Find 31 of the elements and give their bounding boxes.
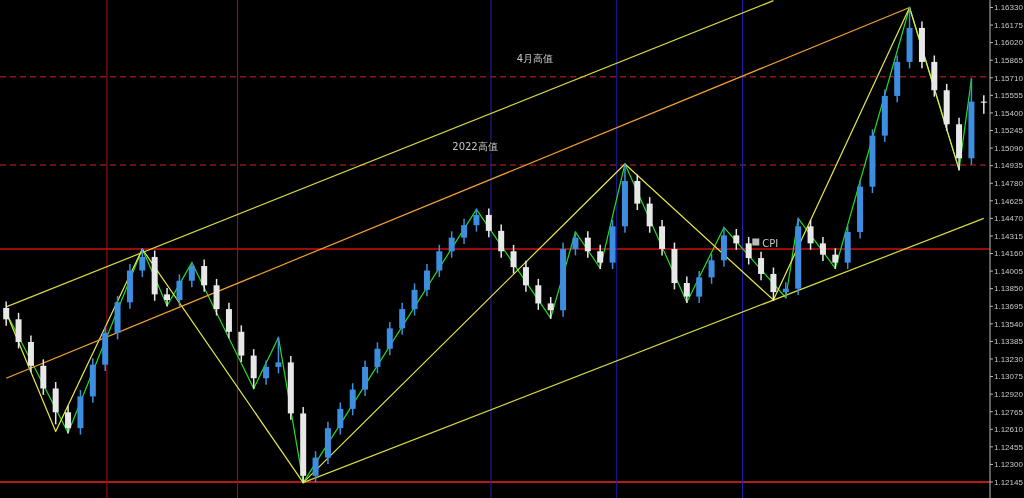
- y-tick-label: 1.13075: [994, 372, 1024, 382]
- y-tick-label: 1.12920: [994, 389, 1024, 399]
- y-tick-label: 1.12765: [994, 407, 1024, 417]
- y-tick-label: 1.14160: [994, 249, 1024, 259]
- y-tick-label: 1.14005: [994, 266, 1024, 276]
- y-tick-label: 1.12455: [994, 442, 1024, 452]
- y-tick-label: 1.16175: [994, 20, 1024, 30]
- y-tick-label: 1.12300: [994, 460, 1024, 470]
- y-tick-label: 1.12145: [994, 477, 1024, 487]
- y-tick-label: 1.14625: [994, 196, 1024, 206]
- y-tick-label: 1.13540: [994, 319, 1024, 329]
- annotation: CPI: [762, 237, 779, 249]
- y-tick-label: 1.13850: [994, 284, 1024, 294]
- y-tick-label: 1.13385: [994, 337, 1024, 347]
- y-tick-label: 1.13695: [994, 302, 1024, 312]
- y-tick-label: 1.14780: [994, 179, 1024, 189]
- y-tick-label: 1.14315: [994, 231, 1024, 241]
- ref-line-label: 2022高值: [452, 141, 498, 153]
- y-tick-label: 1.14470: [994, 214, 1024, 224]
- y-tick-label: 1.16330: [994, 3, 1024, 13]
- y-tick-label: 1.16020: [994, 38, 1024, 48]
- y-tick-label: 1.15400: [994, 108, 1024, 118]
- y-tick-label: 1.15710: [994, 73, 1024, 83]
- y-tick-label: 1.15245: [994, 126, 1024, 136]
- y-tick-label: 1.13230: [994, 354, 1024, 364]
- y-tick-label: 1.14935: [994, 161, 1024, 171]
- y-tick-label: 1.15090: [994, 143, 1024, 153]
- ref-line-label: 4月高值: [516, 52, 554, 64]
- y-tick-label: 1.15865: [994, 56, 1024, 66]
- y-tick-label: 1.15555: [994, 91, 1024, 101]
- y-tick-label: 1.12610: [994, 425, 1024, 435]
